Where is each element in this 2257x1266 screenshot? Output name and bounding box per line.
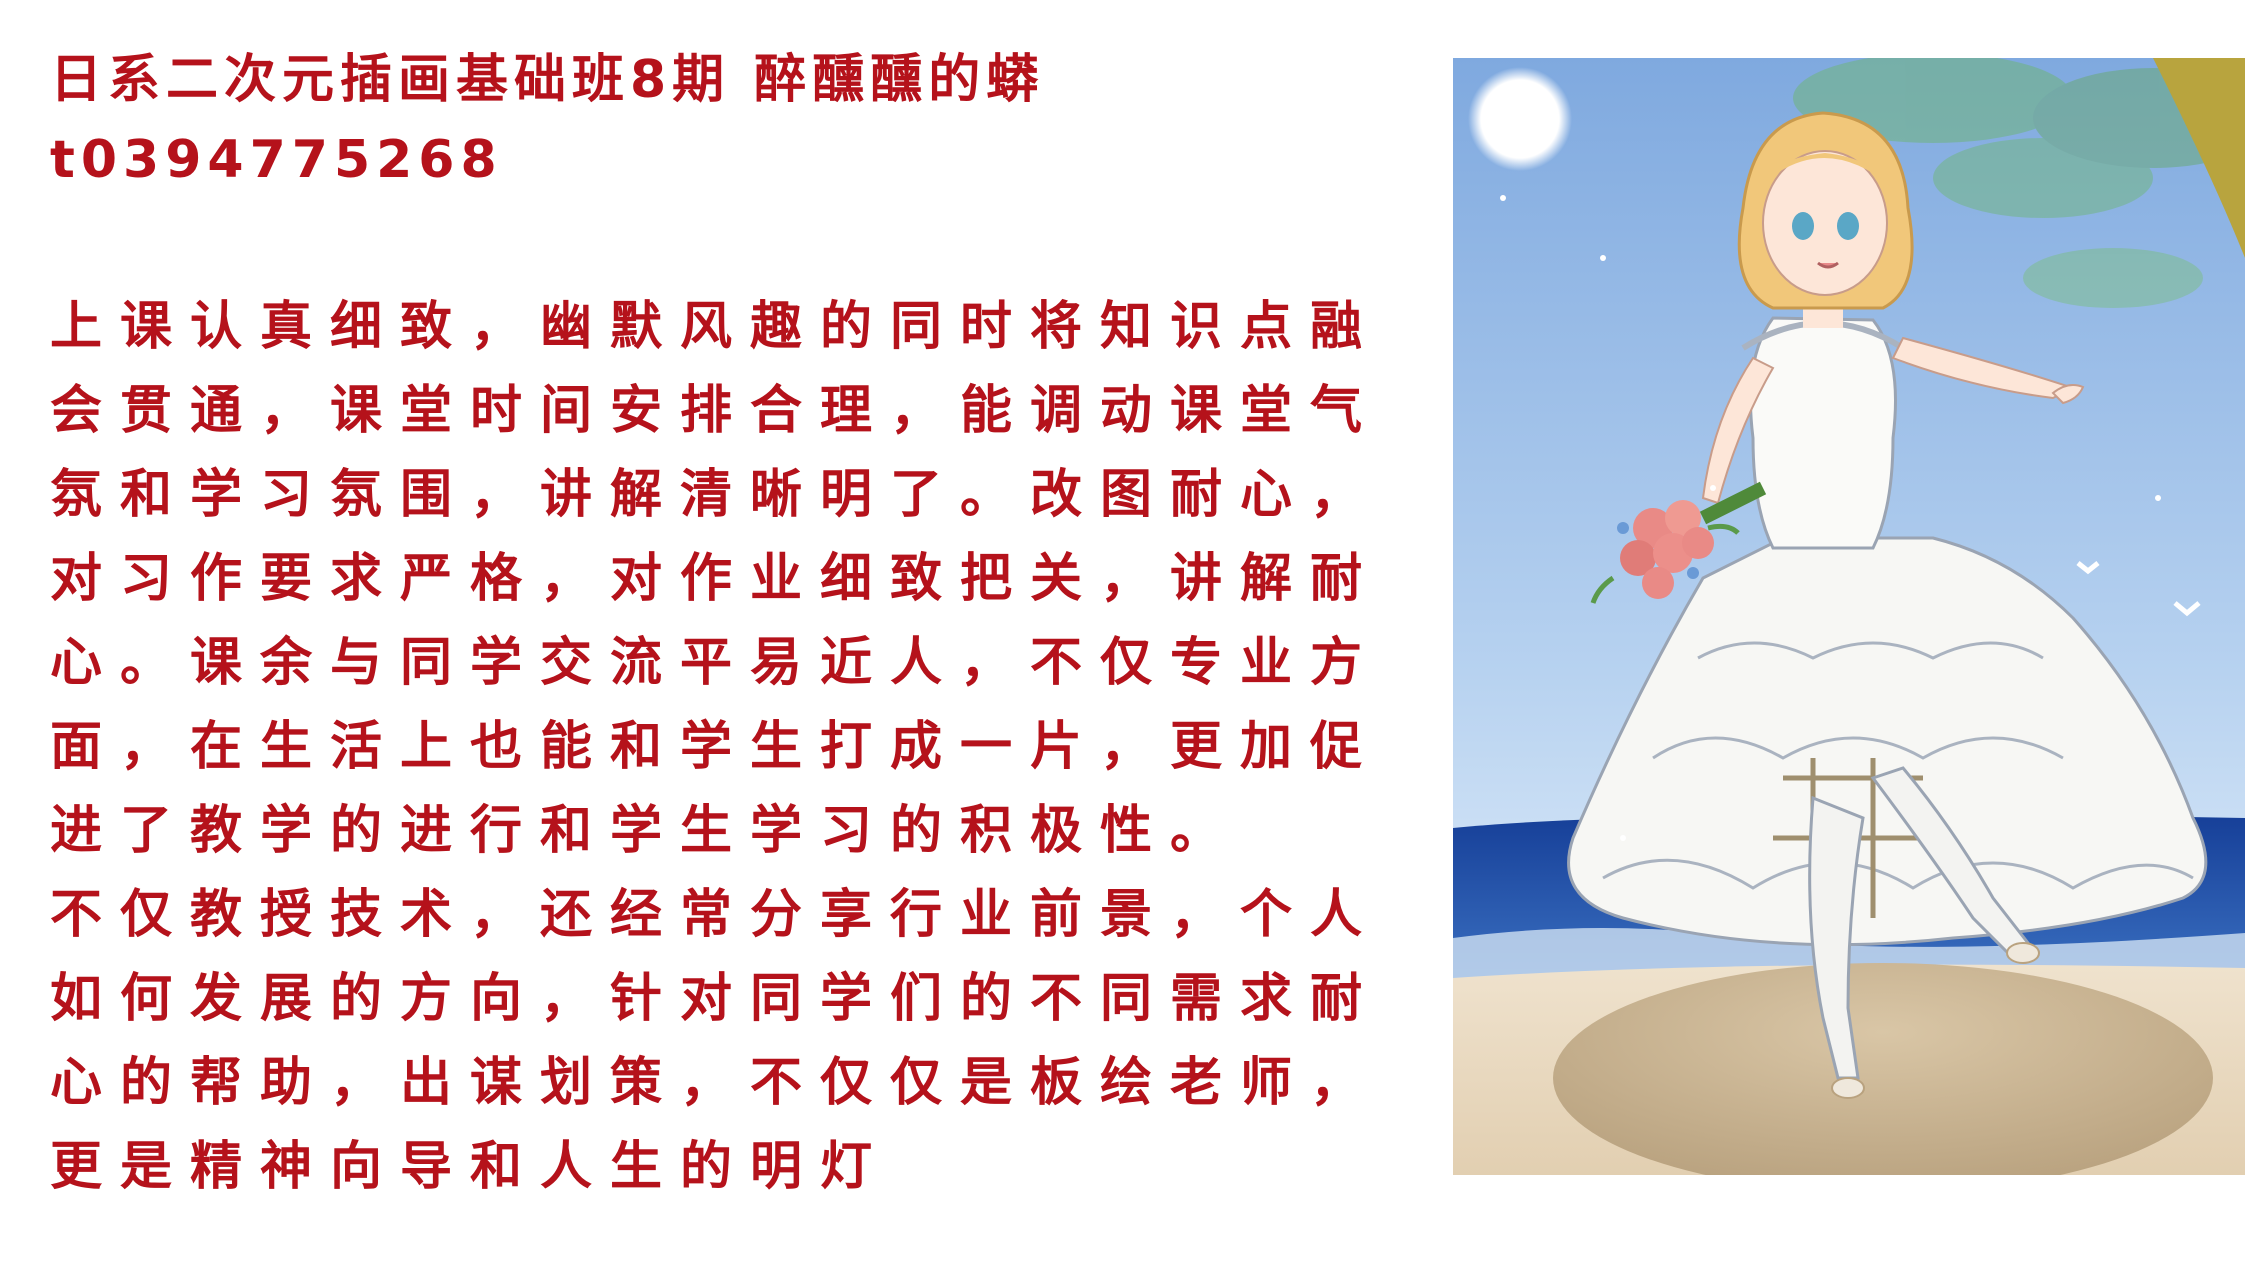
sparkles bbox=[1500, 195, 2161, 841]
review-line: 会贯通，课堂时间安排合理，能调动课堂气 bbox=[50, 381, 1381, 441]
bird-icon bbox=[2173, 601, 2201, 617]
bird-icon bbox=[2076, 561, 2100, 575]
dress bbox=[1567, 316, 2208, 947]
review-text: 上课认真细致，幽默风趣的同时将知识点融 会贯通，课堂时间安排合理，能调动课堂气 … bbox=[50, 285, 1380, 1209]
illustration bbox=[1453, 58, 2245, 1175]
rock bbox=[1553, 963, 2213, 1175]
review-line: 进了教学的进行和学生学习的积极性。 bbox=[50, 801, 1241, 861]
wedding-dress-artwork bbox=[1453, 58, 2245, 1175]
shoe bbox=[2006, 942, 2040, 964]
review-line: 心。课余与同学交流平易近人，不仅专业方 bbox=[50, 633, 1381, 693]
head bbox=[1737, 111, 1914, 310]
palm-trunk bbox=[2153, 58, 2245, 258]
review-line: 上课认真细致，幽默风趣的同时将知识点融 bbox=[50, 297, 1381, 357]
review-line: 心的帮助，出谋划策，不仅仅是板绘老师， bbox=[50, 1053, 1381, 1113]
review-line: 对习作要求严格，对作业细致把关，讲解耐 bbox=[50, 549, 1381, 609]
review-line: 氛和学习氛围，讲解清晰明了。改图耐心， bbox=[50, 465, 1381, 525]
sun-icon bbox=[1468, 67, 1572, 171]
header: 日系二次元插画基础班8期 醉醺醺的蟒 t0394775268 bbox=[50, 40, 1044, 200]
review-line: 更是精神向导和人生的明灯 bbox=[50, 1137, 891, 1197]
review-line: 如何发展的方向，针对同学们的不同需求耐 bbox=[50, 969, 1381, 1029]
right-hand bbox=[2051, 384, 2085, 405]
review-line: 不仅教授技术，还经常分享行业前景，个人 bbox=[50, 885, 1381, 945]
review-line: 面，在生活上也能和学生打成一片，更加促 bbox=[50, 717, 1381, 777]
student-id: t0394775268 bbox=[50, 130, 503, 190]
bouquet bbox=[1590, 481, 1767, 604]
shoe bbox=[1831, 1077, 1865, 1099]
course-title: 日系二次元插画基础班8期 醉醺醺的蟒 bbox=[50, 50, 1045, 110]
